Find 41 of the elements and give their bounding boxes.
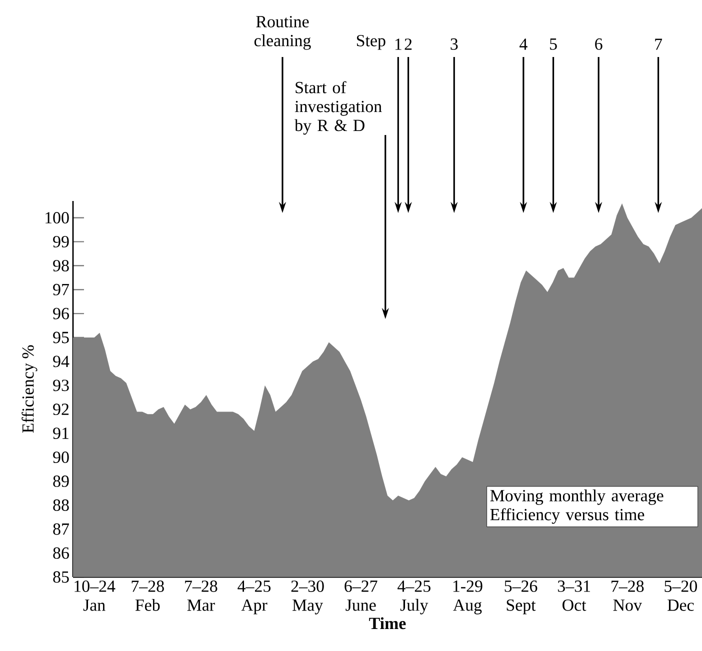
x-tick-label: 6–27 June [344, 580, 378, 611]
text: 3 [450, 38, 458, 50]
text: 4 [520, 38, 528, 50]
y-tick-label: 86 [53, 547, 69, 559]
y-tick-label: 90 [53, 452, 69, 463]
x-tick-label: 5–20 Dec [664, 580, 697, 611]
y-tick-label: 100 [46, 212, 69, 224]
x-tick-label: 10–24 Jan [74, 580, 116, 611]
x-tick-label: 7–28 Nov [612, 580, 644, 611]
x-tick-label: 1-29 Aug [453, 580, 482, 614]
y-tick-label: 92 [53, 404, 69, 416]
text: Routine cleaning [254, 16, 311, 50]
y-tick-label: 94 [53, 356, 70, 368]
x-tick-label: 7–28 Feb [132, 580, 164, 611]
x-axis-title: Time [369, 617, 406, 630]
x-tick-label: 2–30 May [291, 580, 324, 614]
x-tick-label: 4–25 July [398, 580, 430, 614]
x-tick-label: 4–25 Apr [238, 580, 271, 614]
text: 2 [404, 38, 412, 50]
x-tick-label: 7–28 Mar [185, 580, 218, 611]
y-tick-label: 89 [53, 475, 69, 487]
x-tick-label: 3–31 Oct [558, 580, 590, 611]
text: 5 [550, 38, 557, 50]
y-tick-label: 99 [53, 236, 69, 248]
y-tick-label: 96 [53, 308, 69, 320]
annotation: Moving monthly average Efficiency versus time [490, 489, 664, 524]
y-tick-label: 93 [53, 380, 69, 392]
y-tick-label: 91 [53, 428, 68, 439]
y-axis-title: Efficiency % [22, 345, 38, 433]
text: 6 [595, 38, 602, 50]
y-tick-label: 98 [53, 260, 69, 272]
text: 1 [395, 38, 402, 50]
text: Start of investigation by R & D [294, 81, 382, 135]
text: Step [356, 34, 386, 50]
y-tick-label: 95 [53, 332, 69, 344]
y-tick-label: 88 [53, 499, 69, 511]
x-tick-label: 5–26 Sept [504, 580, 538, 614]
y-tick-label: 87 [53, 523, 69, 535]
y-tick-label: 97 [53, 284, 69, 296]
y-tick-label: 85 [53, 571, 69, 583]
text: 7 [655, 38, 662, 50]
